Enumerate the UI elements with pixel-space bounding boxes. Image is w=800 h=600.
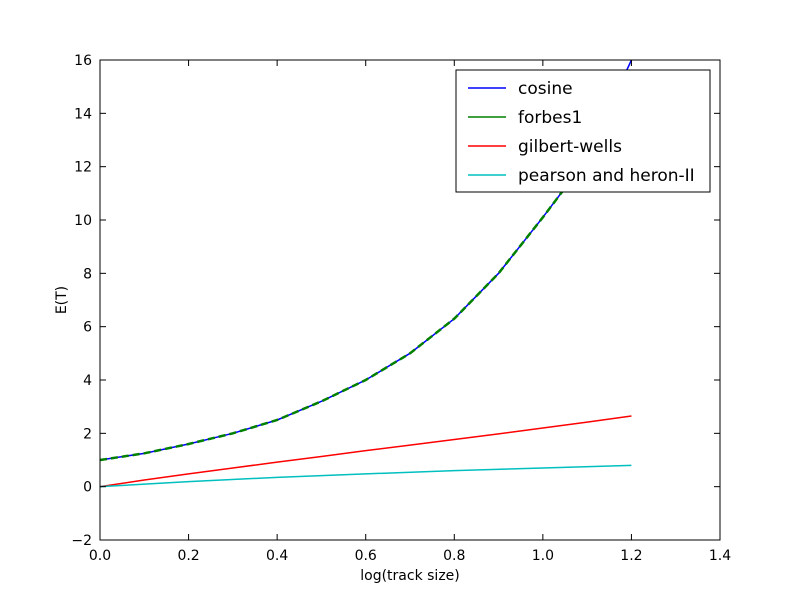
y-tick-label: 8 [83,266,92,282]
y-axis-label: E(T) [54,286,70,314]
y-tick-label: 14 [74,106,92,122]
legend-label: gilbert-wells [518,137,622,157]
y-tick-label: 6 [83,320,92,336]
x-tick-label: 1.4 [709,548,731,564]
y-tick-label: 0 [83,480,92,496]
legend-label: cosine [518,79,573,99]
x-axis: 0.0 0.2 0.4 0.6 0.8 1.0 1.2 1.4 [89,60,731,564]
x-tick-label: 0.6 [355,548,377,564]
y-tick-label: 10 [74,213,92,229]
legend-label: pearson and heron-II [518,166,695,186]
x-tick-label: 0.2 [177,548,199,564]
y-tick-label: 4 [83,373,92,389]
series-line-forbes1 [100,187,566,462]
y-tick-label: −2 [71,533,92,549]
series-line-gilbert-wells [100,415,632,488]
legend: cosine forbes1 gilbert-wells pearson and he… [455,69,711,193]
x-tick-label: 0.0 [89,548,111,564]
series-line-pearson-and-heron-II [100,464,632,488]
x-tick-label: 1.2 [620,548,642,564]
x-tick-label: 1.0 [532,548,554,564]
legend-label: forbes1 [518,108,582,128]
plot-frame [99,59,721,541]
x-tick-label: 0.4 [266,548,288,564]
y-axis: −2 0 2 4 6 8 10 12 14 16 [71,53,720,549]
y-tick-label: 2 [83,426,92,442]
y-tick-label: 12 [74,160,92,176]
x-tick-label: 0.8 [443,548,465,564]
y-tick-label: 16 [74,53,92,69]
x-axis-label: log(track size) [360,568,460,584]
legend-frame [455,69,711,193]
